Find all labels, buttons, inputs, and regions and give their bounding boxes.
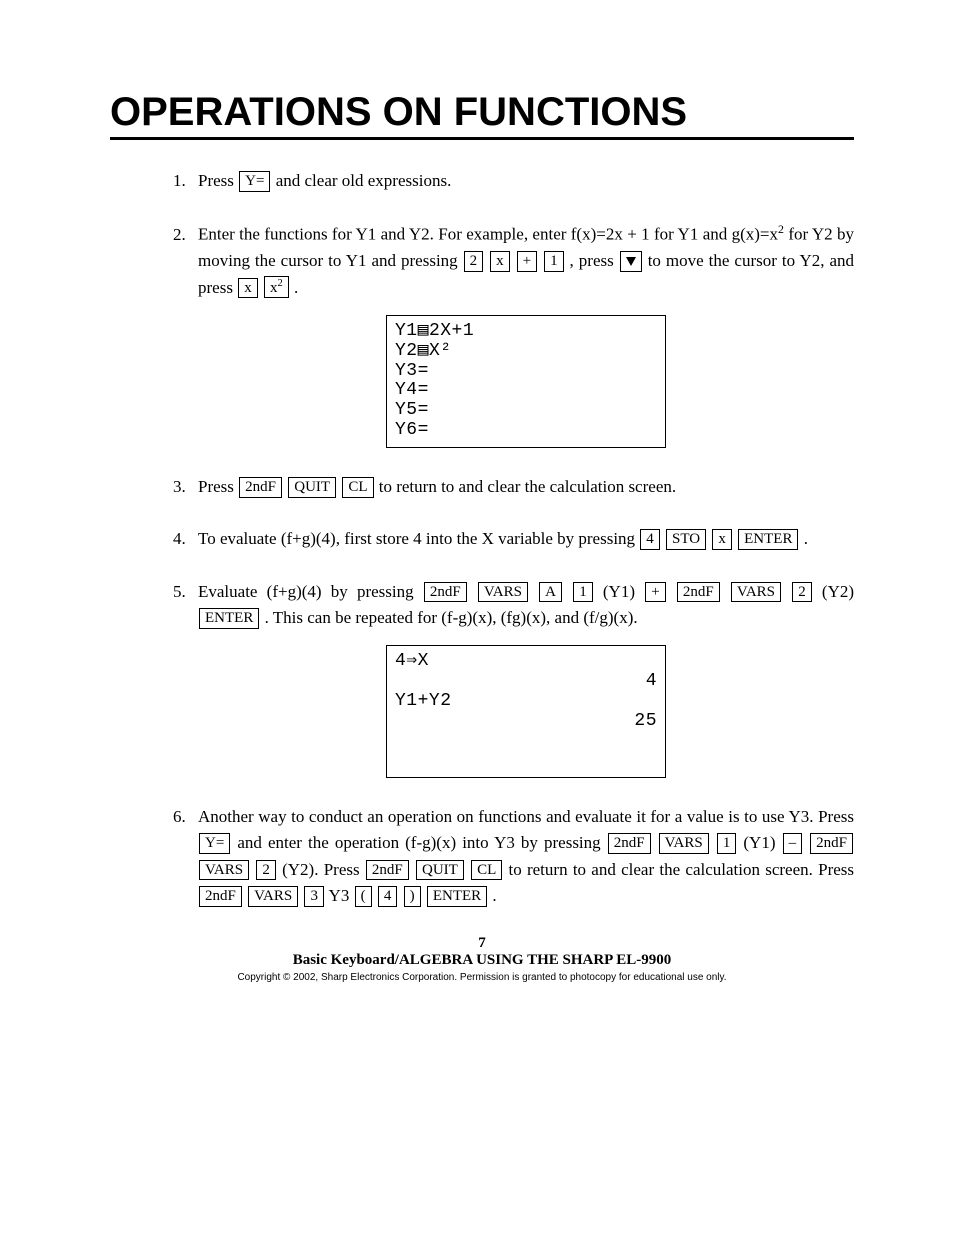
- page-number: 7: [110, 935, 854, 952]
- text: To evaluate (f+g)(4), first store 4 into…: [198, 529, 639, 548]
- text: Y3: [325, 886, 354, 905]
- key-2ndf: 2ndF: [608, 833, 651, 854]
- text: Press: [198, 477, 238, 496]
- screen-line: [395, 751, 657, 771]
- key-x: x: [238, 278, 258, 299]
- screen-line: [395, 731, 657, 751]
- text: .: [488, 886, 497, 905]
- superscript: 2: [277, 278, 282, 289]
- key-1: 1: [573, 582, 593, 603]
- key-2: 2: [792, 582, 812, 603]
- screen-line: 25: [395, 712, 657, 732]
- text: , press: [565, 251, 619, 270]
- page-footer: 7 Basic Keyboard/ALGEBRA USING THE SHARP…: [110, 935, 854, 984]
- text: .: [290, 278, 299, 297]
- step-5: Evaluate (f+g)(4) by pressing 2ndF VARS …: [190, 579, 854, 778]
- steps-list: Press Y= and clear old expressions. Ente…: [110, 168, 854, 909]
- step-6: Another way to conduct an operation on f…: [190, 804, 854, 909]
- key-rparen: ): [404, 886, 421, 907]
- text: Press: [198, 171, 238, 190]
- screen-line: 4⇒X: [395, 652, 657, 672]
- screen-line: Y4=: [395, 381, 657, 401]
- key-4: 4: [640, 529, 660, 550]
- key-plus: +: [517, 251, 537, 272]
- key-y-equals: Y=: [199, 833, 230, 854]
- key-2ndf: 2ndF: [424, 582, 467, 603]
- page-title: OPERATIONS ON FUNCTIONS: [110, 90, 854, 135]
- screen-line: Y1+Y2: [395, 692, 657, 712]
- key-quit: QUIT: [288, 477, 336, 498]
- copyright-line: Copyright © 2002, Sharp Electronics Corp…: [237, 972, 726, 983]
- key-lparen: (: [355, 886, 372, 907]
- text: (Y1): [594, 582, 645, 601]
- key-sto: STO: [666, 529, 706, 550]
- key-2ndf: 2ndF: [366, 860, 409, 881]
- step-4: To evaluate (f+g)(4), first store 4 into…: [190, 526, 854, 552]
- key-2ndf: 2ndF: [199, 886, 242, 907]
- key-enter: ENTER: [738, 529, 798, 550]
- key-plus: +: [645, 582, 665, 603]
- step-2: Enter the functions for Y1 and Y2. For e…: [190, 220, 854, 447]
- text: Enter the functions for Y1 and Y2. For e…: [198, 225, 778, 244]
- key-2ndf: 2ndF: [810, 833, 853, 854]
- key-2ndf: 2ndF: [239, 477, 282, 498]
- key-2: 2: [256, 860, 276, 881]
- text: Another way to conduct an operation on f…: [198, 807, 854, 826]
- text: and clear old expressions.: [271, 171, 451, 190]
- text: (Y2): [813, 582, 854, 601]
- key-1: 1: [544, 251, 564, 272]
- key-x: x: [490, 251, 510, 272]
- calculator-screen-1: Y1▤2X+1 Y2▤X² Y3= Y4= Y5= Y6=: [386, 315, 666, 448]
- key-quit: QUIT: [416, 860, 464, 881]
- key-enter: ENTER: [427, 886, 487, 907]
- key-x: x: [712, 529, 732, 550]
- key-a: A: [539, 582, 562, 603]
- key-vars: VARS: [731, 582, 781, 603]
- key-vars: VARS: [478, 582, 528, 603]
- text: . This can be repeated for (f-g)(x), (fg…: [260, 608, 637, 627]
- text: Evaluate (f+g)(4) by pressing: [198, 582, 423, 601]
- key-1: 1: [717, 833, 737, 854]
- text: (Y2). Press: [277, 860, 365, 879]
- key-cl: CL: [342, 477, 373, 498]
- triangle-down-icon: [626, 257, 636, 266]
- step-3: Press 2ndF QUIT CL to return to and clea…: [190, 474, 854, 500]
- screen-line: 4: [395, 672, 657, 692]
- screen-line: Y1▤2X+1: [395, 322, 657, 342]
- key-2: 2: [464, 251, 484, 272]
- key-3: 3: [304, 886, 324, 907]
- key-minus: –: [783, 833, 803, 854]
- screen-line: Y6=: [395, 421, 657, 441]
- screen-line: Y2▤X²: [395, 342, 657, 362]
- calculator-screen-2: 4⇒X 4 Y1+Y2 25: [386, 645, 666, 778]
- text: (Y1): [737, 833, 781, 852]
- screen-line: Y3=: [395, 362, 657, 382]
- key-2ndf: 2ndF: [677, 582, 720, 603]
- key-vars: VARS: [659, 833, 709, 854]
- key-vars: VARS: [199, 860, 249, 881]
- step-1: Press Y= and clear old expressions.: [190, 168, 854, 194]
- key-x-squared: x2: [264, 276, 289, 299]
- document-page: OPERATIONS ON FUNCTIONS Press Y= and cle…: [0, 0, 954, 1014]
- text: to return to and clear the calculation s…: [503, 860, 854, 879]
- key-4: 4: [378, 886, 398, 907]
- title-block: OPERATIONS ON FUNCTIONS: [110, 90, 854, 140]
- key-y-equals: Y=: [239, 171, 270, 192]
- key-enter: ENTER: [199, 608, 259, 629]
- text: to return to and clear the calculation s…: [375, 477, 677, 496]
- text: .: [799, 529, 808, 548]
- key-vars: VARS: [248, 886, 298, 907]
- book-title: Basic Keyboard/ALGEBRA USING THE SHARP E…: [293, 952, 672, 968]
- screen-line: Y5=: [395, 401, 657, 421]
- text: and enter the operation (f-g)(x) into Y3…: [231, 833, 606, 852]
- key-cl: CL: [471, 860, 502, 881]
- key-down-arrow: [620, 251, 642, 272]
